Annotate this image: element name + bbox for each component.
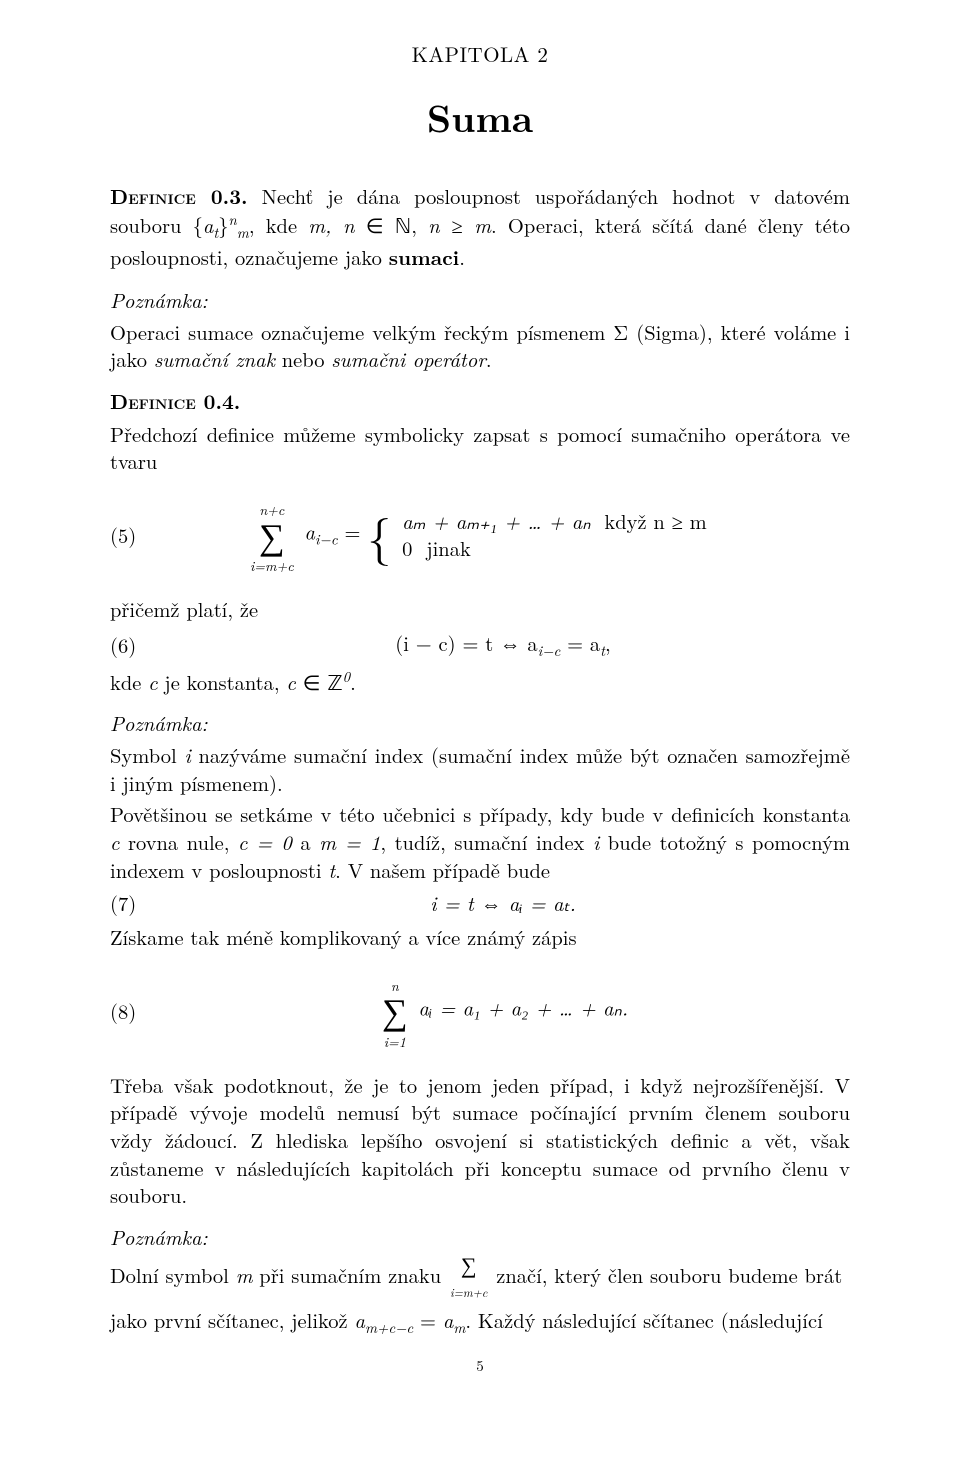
sigma-symbol: n+c ∑ i=m+c <box>250 493 294 577</box>
eq-number: (6) <box>110 631 156 659</box>
definition-head: Definice 0.3. <box>110 182 248 211</box>
line-kdec: kde c je konstanta, c ∈ ℤ0. <box>110 667 850 696</box>
note-2-label: Poznámka: <box>110 709 850 737</box>
note-3-line1: Dolní symbol m při sumačním znaku ∑ i=m+… <box>110 1255 850 1302</box>
note-3-label: Poznámka: <box>110 1223 850 1251</box>
cases: aₘ + aₘ₊₁ + … + aₙ když n ≥ m 0 jinak <box>402 508 707 561</box>
brace-icon: { <box>367 513 391 556</box>
equation-6: (6) (i − c) = t ⇔ ai−c = at, <box>110 629 850 661</box>
equation-7: (7) i = t ⇔ aᵢ = aₜ. <box>110 889 850 917</box>
note-2-p1: Symbol i nazýváme sumační index (sumační… <box>110 741 850 796</box>
def04-body: Předchozí definice můžeme symbolicky zap… <box>110 420 850 475</box>
eq-body: (i − c) = t ⇔ ai−c = at, <box>156 629 850 661</box>
sigma-symbol: n ∑ i=1 <box>382 969 408 1053</box>
note-3-line2: jako první sčítanec, jelikož am+c−c = am… <box>110 1306 850 1338</box>
eq-body: n ∑ i=1 aᵢ = a₁ + a₂ + … + aₙ. <box>156 969 850 1053</box>
page: KAPITOLA 2 Suma Definice 0.3. Nechť je d… <box>0 0 960 1476</box>
chapter-label: KAPITOLA 2 <box>110 40 850 68</box>
definition-0-3: Definice 0.3. Nechť je dána posloupnost … <box>110 182 850 272</box>
definition-head-04: Definice 0.4. <box>110 387 240 416</box>
paragraph-treba: Třeba však podotknout, že je to jenom je… <box>110 1071 850 1209</box>
note-2-p2: Povětšinou se setkáme v této učebnici s … <box>110 800 850 883</box>
eq-body: i = t ⇔ aᵢ = aₜ. <box>156 889 850 917</box>
note-1-body: Operaci sumace označujeme velkým řeckým … <box>110 318 850 373</box>
equation-5: (5) n+c ∑ i=m+c ai−c = { aₘ + aₘ₊₁ + … +… <box>110 493 850 577</box>
sigma-inline: ∑ i=m+c <box>450 1255 487 1302</box>
eq-number: (5) <box>110 521 156 549</box>
equation-8: (8) n ∑ i=1 aᵢ = a₁ + a₂ + … + aₙ. <box>110 969 850 1053</box>
chapter-title: Suma <box>110 92 850 143</box>
eq-body: n+c ∑ i=m+c ai−c = { aₘ + aₘ₊₁ + … + aₙ … <box>156 493 850 577</box>
eq-number: (8) <box>110 997 156 1025</box>
eq-number: (7) <box>110 889 156 917</box>
line-pricemz: přičemž platí, že <box>110 595 850 623</box>
page-number: 5 <box>110 1356 850 1376</box>
note-1-label: Poznámka: <box>110 286 850 314</box>
line-ziskame: Získame tak méně komplikovaný a více zná… <box>110 923 850 951</box>
definition-0-4: Definice 0.4. <box>110 387 850 416</box>
